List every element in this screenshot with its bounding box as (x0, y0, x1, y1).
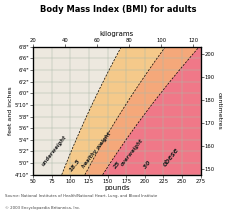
X-axis label: kilograms: kilograms (100, 31, 134, 37)
Text: Source: National Institutes of Health/National Heart, Lung, and Blood Institute: Source: National Institutes of Health/Na… (5, 194, 157, 198)
Text: 25: 25 (113, 160, 122, 170)
Text: 30: 30 (143, 160, 152, 170)
Y-axis label: centimetres: centimetres (216, 92, 221, 130)
Text: © 2003 Encyclopaedia Britannica, Inc.: © 2003 Encyclopaedia Britannica, Inc. (5, 206, 80, 210)
X-axis label: pounds: pounds (104, 185, 130, 191)
Text: healthy weight: healthy weight (81, 131, 113, 169)
Text: overweight: overweight (120, 138, 144, 167)
Text: underweight: underweight (40, 134, 67, 167)
Text: obese: obese (162, 147, 180, 168)
Text: 18.5: 18.5 (69, 158, 82, 172)
Y-axis label: feet and inches: feet and inches (8, 86, 13, 135)
Text: Body Mass Index (BMI) for adults: Body Mass Index (BMI) for adults (40, 5, 196, 14)
